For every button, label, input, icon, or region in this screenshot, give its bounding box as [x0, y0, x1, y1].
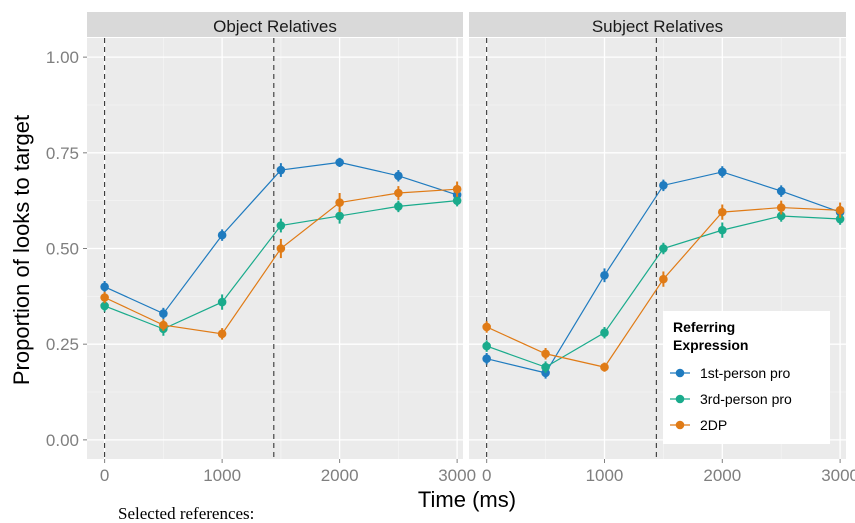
data-point: [100, 282, 109, 292]
data-point: [659, 244, 668, 253]
series-2dp: [482, 200, 845, 372]
data-point: [452, 184, 462, 194]
data-point: [717, 167, 727, 177]
x-tick-label: 1000: [586, 466, 624, 485]
x-tick-label: 3000: [821, 466, 855, 485]
data-point: [394, 202, 403, 211]
panel-strip: [87, 12, 463, 37]
data-point: [217, 230, 227, 240]
legend: Referring Expression 1st-person pro 3rd-per…: [663, 311, 830, 444]
y-tick-label: 0.00: [46, 431, 79, 450]
y-tick-label: 1.00: [46, 48, 79, 67]
series-3rd-person-pro: [482, 210, 845, 373]
panel-1: Object Relatives 0 1000 2000 3000: [87, 12, 476, 485]
caption-text: Selected references:: [118, 504, 255, 523]
x-tick-label: 0: [100, 466, 109, 485]
data-point: [335, 211, 344, 221]
data-point: [482, 341, 491, 351]
data-point: [835, 205, 845, 215]
panel-title: Object Relatives: [213, 17, 337, 36]
data-point: [600, 362, 609, 372]
legend-box: [663, 311, 830, 444]
y-axis-title: Proportion of looks to target: [9, 115, 34, 385]
data-point: [394, 188, 403, 198]
data-point: [100, 301, 109, 311]
data-point: [159, 320, 168, 330]
data-point: [159, 309, 168, 318]
data-point: [776, 211, 786, 221]
data-point: [835, 214, 845, 224]
series-2dp: [100, 181, 462, 340]
x-tick-label: 3000: [438, 466, 476, 485]
x-axis-title: Time (ms): [418, 487, 516, 512]
legend-label: 2DP: [700, 417, 727, 433]
legend-label: 3rd-person pro: [700, 391, 792, 407]
legend-label: 1st-person pro: [700, 365, 790, 381]
legend-key-point: [675, 368, 685, 378]
data-point: [482, 322, 491, 332]
data-point: [276, 221, 286, 230]
y-axis: 0.00 0.25 0.50 0.75 1.00: [46, 48, 87, 450]
legend-item: 3rd-person pro: [670, 391, 792, 407]
legend-title: Referring: [673, 319, 735, 335]
x-tick-label: 1000: [203, 466, 241, 485]
data-point: [335, 158, 344, 167]
data-point: [600, 328, 609, 338]
legend-key-point: [675, 394, 685, 404]
data-point: [276, 244, 286, 253]
data-point: [717, 225, 727, 235]
data-point: [100, 293, 109, 302]
y-tick-label: 0.75: [46, 144, 79, 163]
legend-title: Expression: [673, 337, 748, 353]
x-tick-label: 2000: [321, 466, 359, 485]
legend-key-point: [675, 420, 685, 430]
panel-strip: [469, 12, 846, 37]
data-point: [217, 297, 227, 307]
x-tick-label: 2000: [703, 466, 741, 485]
data-point: [276, 165, 286, 175]
data-point: [776, 186, 786, 196]
data-point: [335, 198, 344, 207]
x-tick-label: 0: [482, 466, 491, 485]
data-point: [541, 349, 550, 359]
data-point: [717, 207, 727, 217]
data-point: [776, 203, 786, 212]
data-point: [452, 196, 462, 205]
series-1st-person-pro: [100, 157, 462, 320]
data-point: [541, 362, 550, 372]
panel-title: Subject Relatives: [592, 17, 723, 36]
data-point: [600, 270, 609, 280]
data-point: [659, 274, 668, 284]
legend-item: 2DP: [670, 417, 727, 433]
y-tick-label: 0.25: [46, 335, 79, 354]
data-point: [394, 171, 403, 181]
data-point: [659, 181, 668, 190]
legend-item: 1st-person pro: [670, 365, 790, 381]
y-tick-label: 0.50: [46, 240, 79, 259]
data-point: [482, 354, 491, 364]
data-point: [217, 329, 227, 339]
